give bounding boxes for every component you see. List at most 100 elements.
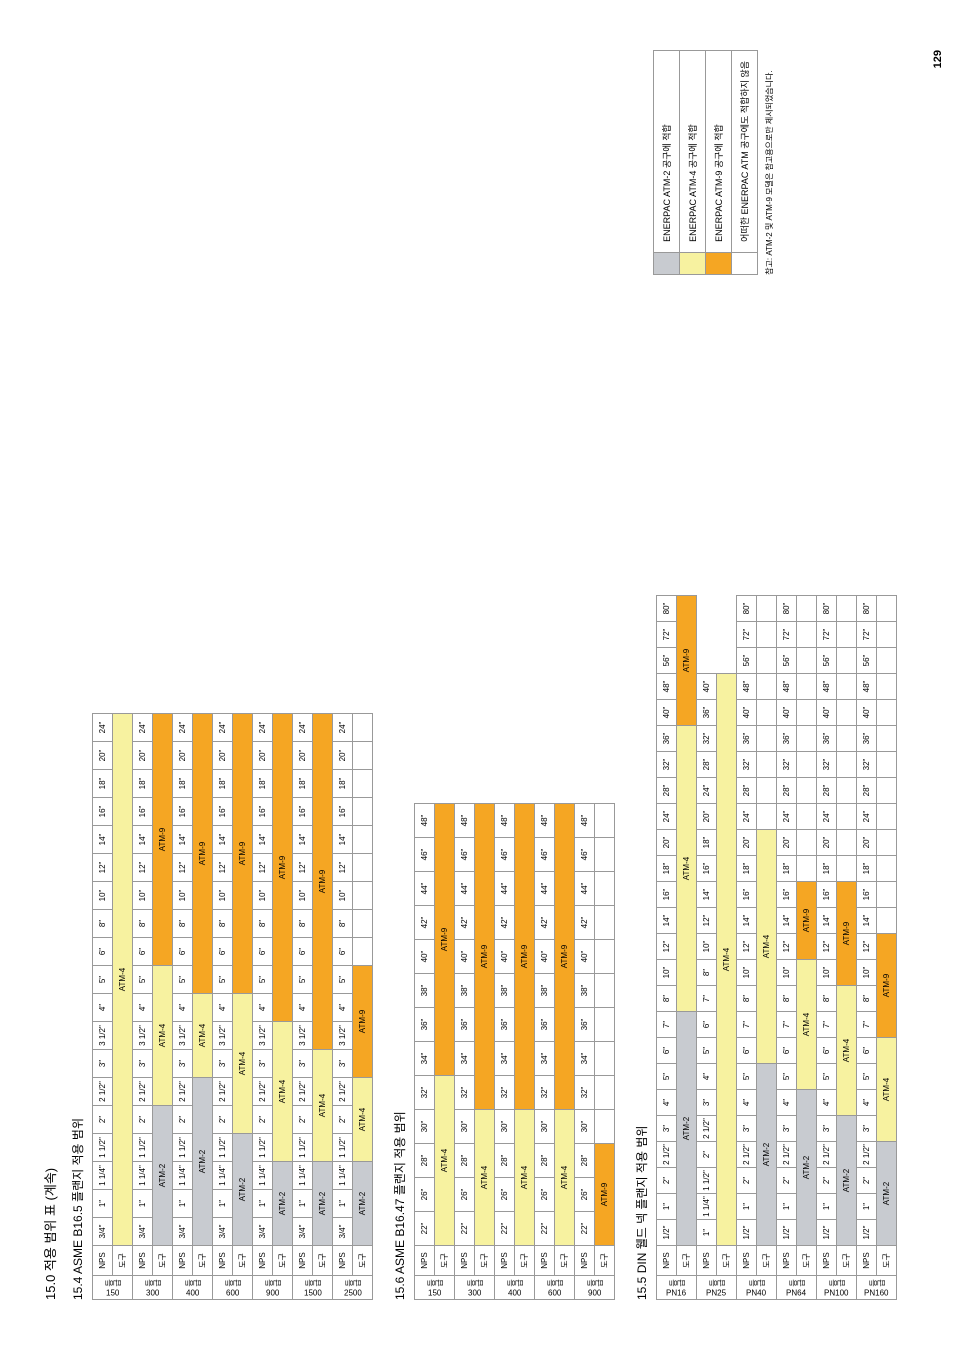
size-cell: 48" <box>857 674 877 700</box>
tool-span-cell: ATM-2 <box>313 1162 333 1246</box>
size-cell: 36" <box>455 1008 475 1042</box>
size-cell: 12" <box>253 854 273 882</box>
size-cell: 4" <box>697 1064 717 1090</box>
tool-span-cell: ATM-2 <box>677 1012 697 1246</box>
size-cell: 5" <box>737 1064 757 1090</box>
tool-label-cell: 도구 <box>113 1246 133 1276</box>
tool-label-cell: 도구 <box>677 1246 697 1276</box>
size-cell: 20" <box>213 742 233 770</box>
rating-cell: 등급PN40 <box>737 1276 777 1300</box>
tool-span-cell: ATM-9 <box>515 804 535 1110</box>
empty-cell <box>837 648 857 674</box>
size-cell: 24" <box>657 804 677 830</box>
empty-cell <box>797 856 817 882</box>
size-cell: 26" <box>415 1178 435 1212</box>
size-cell: 1 1/4" <box>333 1162 353 1190</box>
size-cell: 4" <box>293 994 313 1022</box>
size-cell: 42" <box>455 906 475 940</box>
tool-span-cell: ATM-9 <box>555 804 575 1110</box>
size-cell: 34" <box>415 1042 435 1076</box>
size-cell: 36" <box>697 700 717 726</box>
rating-cell: 등급PN16 <box>657 1276 697 1300</box>
size-cell: 6" <box>293 938 313 966</box>
size-cell: 10" <box>737 960 757 986</box>
size-cell: 38" <box>455 974 475 1008</box>
size-cell: 2" <box>737 1168 757 1194</box>
empty-cell <box>797 622 817 648</box>
empty-cell <box>797 804 817 830</box>
empty-cell <box>877 908 897 934</box>
size-cell: 16" <box>657 882 677 908</box>
nps-label-cell: NPS <box>495 1246 515 1276</box>
size-cell: 12" <box>737 934 757 960</box>
size-cell: 3 1/2" <box>93 1022 113 1050</box>
empty-cell <box>595 974 615 1008</box>
size-cell: 16" <box>333 798 353 826</box>
size-cell: 24" <box>293 714 313 742</box>
empty-cell <box>353 938 373 966</box>
size-cell: 44" <box>495 872 515 906</box>
size-cell: 32" <box>535 1076 555 1110</box>
size-cell: 7" <box>697 986 717 1012</box>
size-cell: 42" <box>535 906 555 940</box>
size-cell: 18" <box>253 770 273 798</box>
size-cell: 18" <box>697 830 717 856</box>
size-cell: 2" <box>817 1168 837 1194</box>
legend-swatch <box>654 252 680 274</box>
table-15-6: 등급150NPS22"26"28"30"32"34"36"38"40"42"44… <box>414 803 615 1300</box>
size-cell: 28" <box>697 752 717 778</box>
size-cell: 24" <box>173 714 193 742</box>
size-cell: 40" <box>697 674 717 700</box>
tool-span-cell: ATM-4 <box>877 1038 897 1142</box>
tool-span-cell: ATM-4 <box>515 1110 535 1246</box>
tool-label-cell: 도구 <box>153 1246 173 1276</box>
size-cell: 40" <box>657 700 677 726</box>
tool-span-cell: ATM-9 <box>595 1144 615 1246</box>
size-cell: 20" <box>697 804 717 830</box>
size-cell: 1" <box>293 1190 313 1218</box>
size-cell: 10" <box>817 960 837 986</box>
tool-span-cell: ATM-4 <box>233 994 253 1134</box>
size-cell: 36" <box>415 1008 435 1042</box>
size-cell: 48" <box>535 804 555 838</box>
tool-label-cell: 도구 <box>515 1246 535 1276</box>
size-cell: 6" <box>697 1012 717 1038</box>
size-cell: 28" <box>777 778 797 804</box>
size-cell: 16" <box>253 798 273 826</box>
size-cell: 2" <box>657 1168 677 1194</box>
size-cell: 36" <box>575 1008 595 1042</box>
size-cell: 36" <box>495 1008 515 1042</box>
size-cell: 10" <box>173 882 193 910</box>
size-cell: 42" <box>495 906 515 940</box>
tool-span-cell: ATM-4 <box>113 714 133 1246</box>
size-cell: 8" <box>253 910 273 938</box>
size-cell: 34" <box>495 1042 515 1076</box>
size-cell: 40" <box>495 940 515 974</box>
rating-cell: 등급PN25 <box>697 1276 737 1300</box>
size-cell: 20" <box>293 742 313 770</box>
size-cell: 72" <box>817 622 837 648</box>
size-cell: 5" <box>93 966 113 994</box>
size-cell: 12" <box>173 854 193 882</box>
tool-label-cell: 도구 <box>313 1246 333 1276</box>
size-cell: 2 1/2" <box>253 1078 273 1106</box>
size-cell: 42" <box>575 906 595 940</box>
size-cell: 8" <box>777 986 797 1012</box>
empty-cell <box>797 752 817 778</box>
size-cell: 42" <box>415 906 435 940</box>
tool-span-cell: ATM-9 <box>435 804 455 1076</box>
nps-label-cell: NPS <box>535 1246 555 1276</box>
size-cell: 1 1/4" <box>253 1162 273 1190</box>
size-cell: 6" <box>657 1038 677 1064</box>
size-cell: 16" <box>777 882 797 908</box>
size-cell: 6" <box>253 938 273 966</box>
empty-cell <box>837 778 857 804</box>
size-cell: 5" <box>657 1064 677 1090</box>
empty-cell <box>797 596 817 622</box>
size-cell: 40" <box>817 700 837 726</box>
size-cell: 1" <box>93 1190 113 1218</box>
size-cell: 36" <box>657 726 677 752</box>
empty-cell <box>877 674 897 700</box>
size-cell: 16" <box>697 856 717 882</box>
size-cell: 3" <box>817 1116 837 1142</box>
